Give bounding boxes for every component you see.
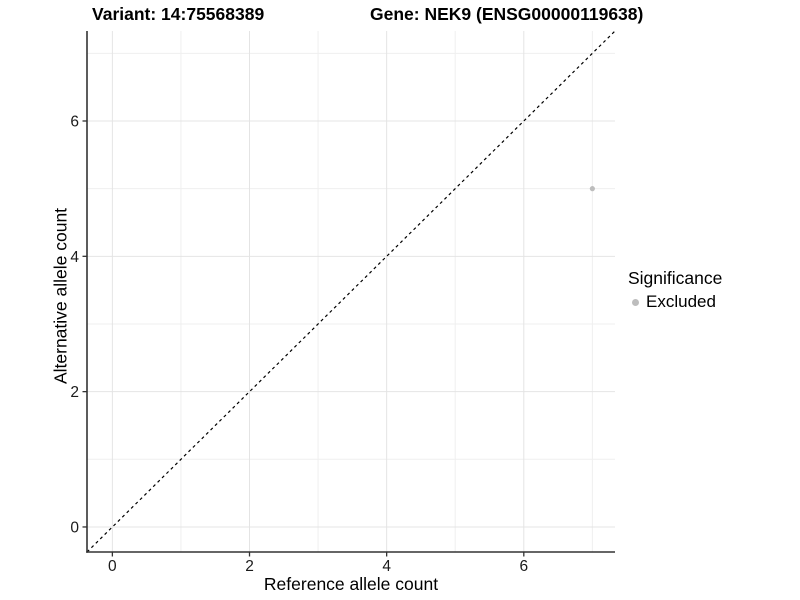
plot-title-gene: Gene: NEK9 (ENSG00000119638) — [370, 4, 644, 24]
legend-title: Significance — [628, 268, 723, 288]
svg-text:4: 4 — [70, 249, 79, 266]
legend-entry-excluded: Excluded — [628, 292, 722, 312]
legend-entry-label: Excluded — [646, 292, 716, 311]
svg-text:0: 0 — [70, 519, 79, 536]
y-axis-label: Alternative allele count — [50, 207, 71, 385]
legend: Significance Excluded — [628, 268, 722, 312]
legend-point-icon — [632, 298, 639, 306]
svg-text:2: 2 — [245, 558, 254, 575]
x-axis-label: Reference allele count — [263, 574, 439, 594]
svg-text:6: 6 — [519, 558, 528, 575]
svg-text:2: 2 — [70, 384, 79, 401]
plot-title-variant: Variant: 14:75568389 — [92, 4, 265, 24]
svg-text:6: 6 — [70, 113, 79, 130]
svg-text:0: 0 — [108, 558, 117, 575]
svg-text:4: 4 — [382, 558, 391, 575]
